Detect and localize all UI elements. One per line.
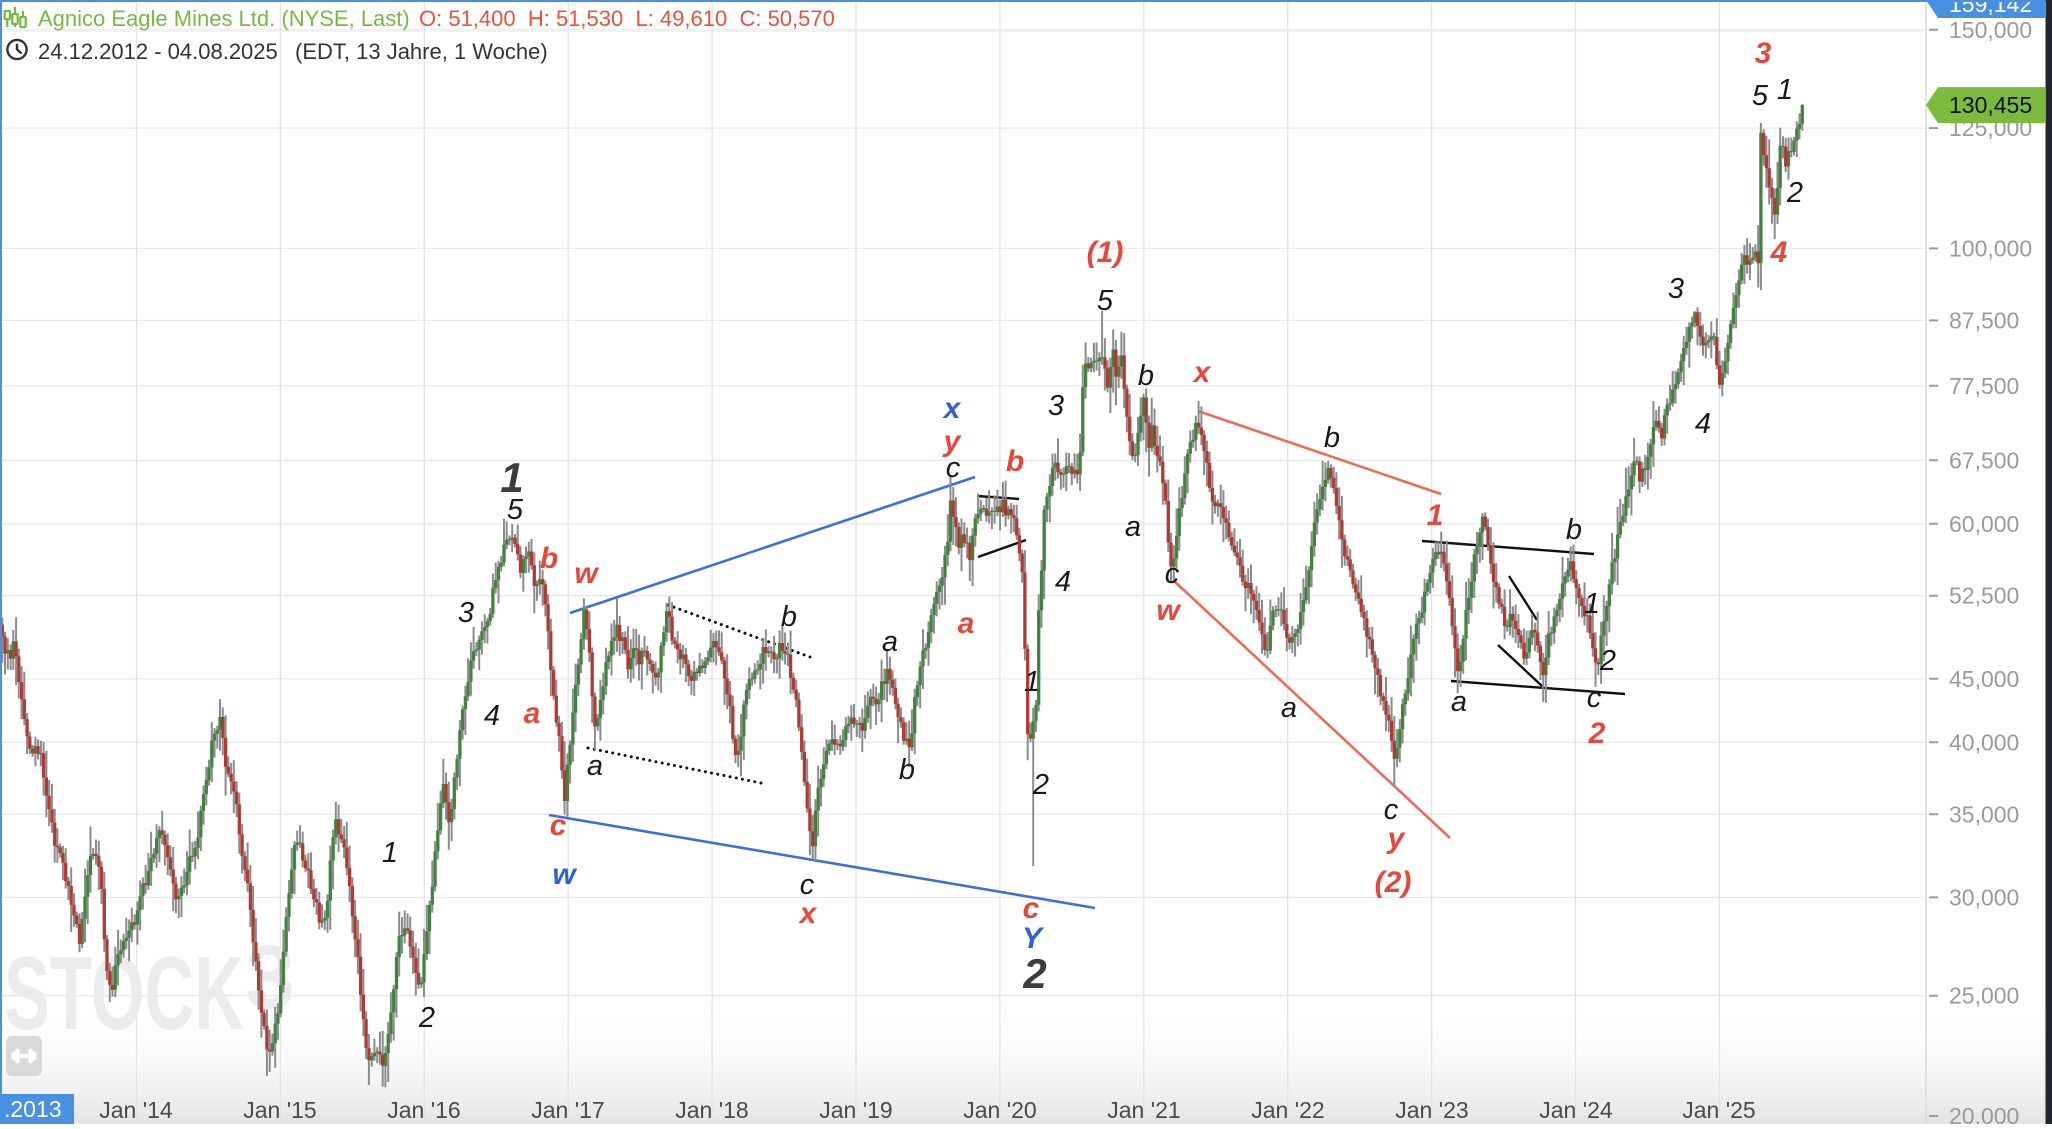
svg-text:2: 2 bbox=[1588, 717, 1606, 750]
svg-text:b: b bbox=[540, 542, 558, 575]
svg-text:c: c bbox=[550, 809, 567, 842]
svg-text:150,000: 150,000 bbox=[1949, 17, 2032, 43]
svg-text:Jan '20: Jan '20 bbox=[963, 1097, 1036, 1123]
svg-text:O: 51,400 H: 51,530 L: 49,61: O: 51,400 H: 51,530 L: 49,610 C: 50,570 bbox=[419, 6, 835, 31]
svg-text:1: 1 bbox=[1427, 499, 1444, 532]
svg-text:b: b bbox=[1566, 514, 1582, 546]
svg-text:1: 1 bbox=[1777, 74, 1793, 106]
svg-text:a: a bbox=[958, 607, 975, 640]
svg-text:4: 4 bbox=[1770, 236, 1788, 269]
svg-text:2: 2 bbox=[1022, 950, 1046, 997]
svg-text:Jan '14: Jan '14 bbox=[99, 1097, 173, 1123]
svg-text:1: 1 bbox=[1584, 588, 1600, 620]
svg-text:2: 2 bbox=[1786, 177, 1803, 209]
svg-text:b: b bbox=[1324, 422, 1340, 454]
svg-text:Jan '21: Jan '21 bbox=[1107, 1097, 1180, 1123]
svg-text:30,000: 30,000 bbox=[1949, 884, 2019, 910]
svg-text:1: 1 bbox=[1024, 666, 1040, 698]
svg-text:45,000: 45,000 bbox=[1949, 666, 2019, 692]
svg-text:3: 3 bbox=[1048, 390, 1064, 422]
svg-text:w: w bbox=[574, 557, 599, 590]
svg-text:100,000: 100,000 bbox=[1949, 235, 2032, 261]
svg-text:a: a bbox=[1125, 511, 1141, 543]
svg-text:5: 5 bbox=[1097, 285, 1114, 317]
svg-text:b: b bbox=[781, 601, 797, 633]
svg-text:a: a bbox=[1281, 692, 1297, 724]
svg-text:3: 3 bbox=[458, 597, 474, 629]
svg-text:.2013: .2013 bbox=[4, 1096, 62, 1122]
svg-text:2: 2 bbox=[418, 1002, 435, 1034]
svg-text:x: x bbox=[942, 392, 962, 425]
svg-text:x: x bbox=[1192, 356, 1212, 389]
svg-text:Jan '18: Jan '18 bbox=[675, 1097, 748, 1123]
svg-text:a: a bbox=[524, 697, 541, 730]
svg-text:w: w bbox=[1156, 594, 1181, 627]
svg-text:25,000: 25,000 bbox=[1949, 983, 2019, 1009]
svg-text:y: y bbox=[1386, 822, 1406, 855]
svg-text:a: a bbox=[1451, 686, 1467, 718]
svg-text:Jan '19: Jan '19 bbox=[819, 1097, 892, 1123]
svg-text:40,000: 40,000 bbox=[1949, 729, 2019, 755]
svg-text:c: c bbox=[1587, 682, 1602, 714]
svg-text:x: x bbox=[798, 897, 818, 930]
svg-text:3: 3 bbox=[1668, 273, 1684, 305]
svg-text:c: c bbox=[1023, 892, 1040, 925]
svg-text:c: c bbox=[1165, 558, 1180, 590]
svg-text:Jan '17: Jan '17 bbox=[531, 1097, 604, 1123]
svg-text:3: 3 bbox=[1755, 37, 1772, 70]
svg-text:4: 4 bbox=[1055, 566, 1071, 598]
svg-text:60,000: 60,000 bbox=[1949, 511, 2019, 537]
svg-text:(1): (1) bbox=[1087, 236, 1124, 269]
svg-text:Y: Y bbox=[1022, 922, 1045, 955]
svg-text:Jan '15: Jan '15 bbox=[243, 1097, 316, 1123]
svg-text:Agnico Eagle Mines Ltd. (NYSE,: Agnico Eagle Mines Ltd. (NYSE, Last) bbox=[38, 6, 410, 31]
svg-text:1: 1 bbox=[382, 837, 398, 869]
svg-text:2: 2 bbox=[1032, 769, 1049, 801]
svg-text:Jan '25: Jan '25 bbox=[1682, 1097, 1755, 1123]
svg-text:Jan '24: Jan '24 bbox=[1539, 1097, 1613, 1123]
svg-text:2: 2 bbox=[1599, 645, 1616, 677]
svg-text:a: a bbox=[882, 626, 898, 658]
svg-text:77,500: 77,500 bbox=[1949, 373, 2019, 399]
svg-text:87,500: 87,500 bbox=[1949, 307, 2019, 333]
svg-text:20,000: 20,000 bbox=[1949, 1103, 2019, 1124]
svg-text:52,500: 52,500 bbox=[1949, 583, 2019, 609]
svg-text:a: a bbox=[587, 750, 603, 782]
svg-text:4: 4 bbox=[484, 700, 500, 732]
svg-text:b: b bbox=[1138, 360, 1154, 392]
svg-text:Jan '16: Jan '16 bbox=[387, 1097, 460, 1123]
svg-text:5: 5 bbox=[1752, 80, 1769, 112]
svg-text:5: 5 bbox=[507, 494, 524, 526]
svg-text:Jan '23: Jan '23 bbox=[1395, 1097, 1468, 1123]
svg-text:b: b bbox=[899, 754, 915, 786]
svg-text:b: b bbox=[1006, 445, 1024, 478]
svg-text:35,000: 35,000 bbox=[1949, 801, 2019, 827]
svg-text:(EDT, 13 Jahre, 1 Woche): (EDT, 13 Jahre, 1 Woche) bbox=[295, 39, 548, 64]
svg-text:(2): (2) bbox=[1375, 866, 1412, 899]
svg-text:130,455: 130,455 bbox=[1949, 92, 2032, 118]
svg-text:w: w bbox=[552, 858, 577, 891]
svg-text:67,500: 67,500 bbox=[1949, 447, 2019, 473]
svg-text:4: 4 bbox=[1695, 408, 1711, 440]
svg-text:159,142: 159,142 bbox=[1949, 0, 2032, 17]
svg-text:Jan '22: Jan '22 bbox=[1251, 1097, 1324, 1123]
svg-text:y: y bbox=[942, 425, 962, 458]
svg-text:24.12.2012 - 04.08.2025: 24.12.2012 - 04.08.2025 bbox=[38, 39, 278, 64]
